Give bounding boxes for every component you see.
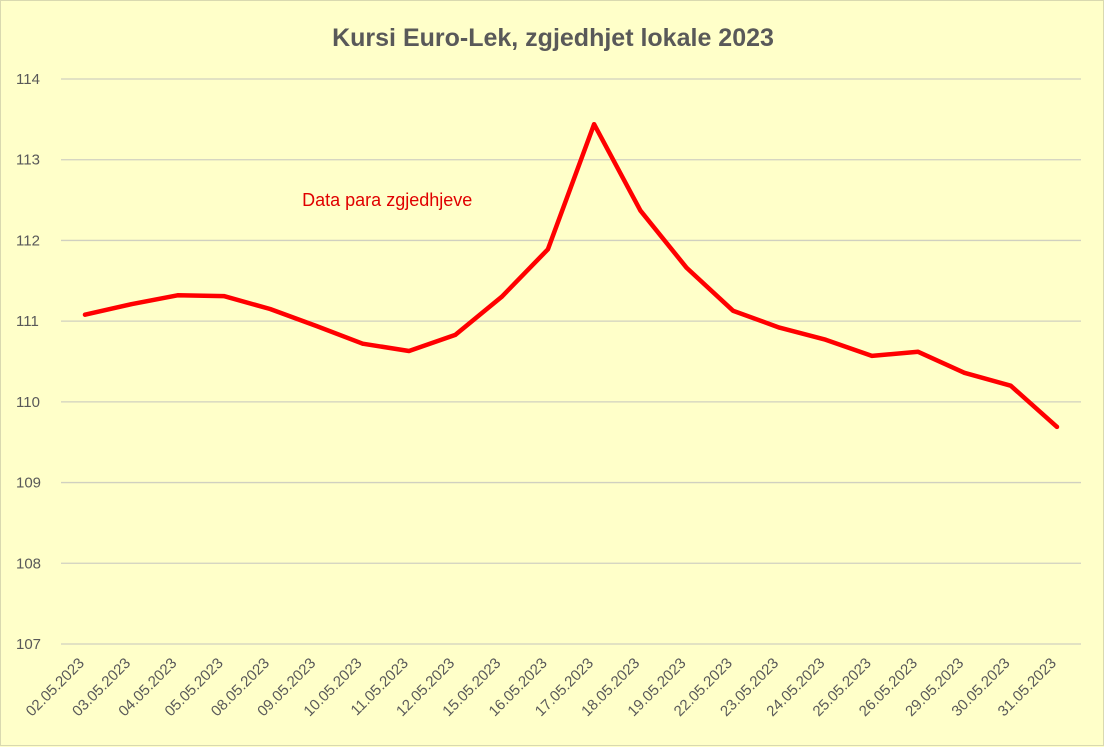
y-axis-tick-labels: 107 108 109 110 111 112 113 114 — [16, 71, 41, 653]
y-tick-label: 114 — [16, 71, 40, 88]
y-tick-label: 111 — [16, 313, 39, 330]
data-point — [499, 294, 504, 299]
data-point — [823, 337, 828, 342]
y-tick-label: 110 — [16, 394, 40, 411]
data-point — [175, 293, 180, 298]
data-point — [221, 294, 226, 299]
data-point — [545, 247, 550, 252]
data-point — [453, 332, 458, 337]
y-tick-label: 112 — [16, 232, 40, 249]
data-point — [407, 349, 411, 354]
y-tick-label: 109 — [16, 475, 41, 492]
data-point — [360, 341, 365, 346]
data-point — [83, 312, 87, 317]
data-point — [869, 353, 874, 358]
annotation-label: Data para zgjedhjeve — [302, 190, 472, 210]
chart-title: Kursi Euro-Lek, zgjedhjet lokale 2023 — [332, 24, 774, 52]
data-point — [592, 122, 597, 127]
series-line — [82, 121, 1060, 430]
data-point — [684, 265, 689, 270]
data-point — [129, 302, 134, 307]
data-point — [1008, 383, 1013, 388]
x-axis-tick-labels: 02.05.202303.05.202304.05.202305.05.2023… — [23, 655, 1060, 720]
gridlines — [61, 78, 1081, 645]
series-layer — [82, 121, 1060, 430]
y-tick-label: 113 — [16, 152, 40, 169]
data-point — [268, 307, 273, 312]
y-tick-label: 108 — [16, 555, 41, 572]
data-point — [638, 208, 643, 213]
annotations: Data para zgjedhjeve — [302, 190, 472, 210]
data-point — [962, 370, 967, 375]
y-tick-label: 107 — [16, 636, 41, 653]
data-point — [777, 325, 782, 330]
data-point — [731, 308, 735, 313]
data-point — [1055, 424, 1059, 429]
data-point — [916, 349, 921, 354]
data-point — [314, 323, 319, 328]
